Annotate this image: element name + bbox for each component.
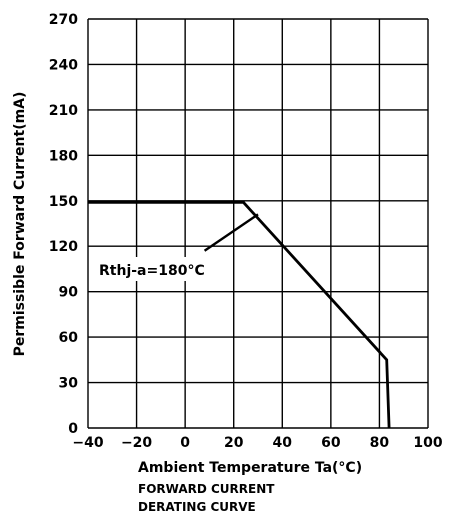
y-tick-label: 60: [59, 330, 79, 346]
annotation-leader-line: [203, 213, 259, 252]
annotation-layer: Rthj-a=180°C: [96, 213, 259, 281]
derating-curve: [88, 200, 391, 429]
y-tick-label: 210: [49, 103, 78, 119]
y-tick-label: 150: [49, 194, 78, 210]
y-tick-label: 120: [49, 239, 78, 255]
y-tick-label: 270: [49, 12, 78, 28]
x-axis-title: Ambient Temperature Ta(°C): [138, 460, 362, 476]
x-tick-label: 100: [413, 435, 442, 451]
y-tick-label: 30: [59, 376, 79, 392]
caption-line-1: FORWARD CURRENT: [138, 482, 275, 496]
y-axis-title: Permissible Forward Current(mA): [12, 92, 28, 357]
x-tick-label: −40: [72, 435, 103, 451]
y-tick-labels: 0 30 60 90 120 150 180 210 240 270: [49, 12, 78, 437]
x-tick-label: 0: [180, 435, 190, 451]
y-tick-label: 0: [68, 421, 78, 437]
y-tick-label: 180: [49, 148, 78, 164]
annotation-label-background: [96, 257, 224, 281]
x-tick-label: 60: [321, 435, 341, 451]
x-tick-label: −20: [121, 435, 152, 451]
y-tick-label: 240: [49, 57, 78, 73]
x-tick-label: 20: [224, 435, 244, 451]
annotation-label: Rthj-a=180°C: [99, 263, 205, 279]
x-tick-labels: −40 −20 0 20 40 60 80 100: [72, 435, 442, 451]
y-tick-label: 90: [59, 285, 79, 301]
x-tick-label: 80: [370, 435, 390, 451]
grid: [87, 18, 429, 429]
caption-line-2: DERATING CURVE: [138, 500, 256, 514]
series-layer: [88, 200, 391, 429]
x-tick-label: 40: [273, 435, 293, 451]
